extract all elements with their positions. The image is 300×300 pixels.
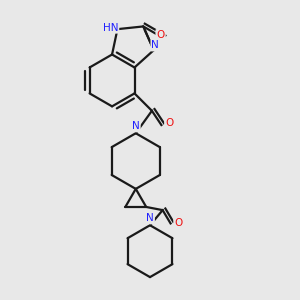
Text: N: N xyxy=(152,40,159,50)
Text: HN: HN xyxy=(103,22,118,33)
Text: N: N xyxy=(132,121,140,131)
Text: O: O xyxy=(174,218,183,228)
Text: O: O xyxy=(165,118,173,128)
Text: O: O xyxy=(157,30,165,40)
Text: O: O xyxy=(165,118,173,128)
Text: N: N xyxy=(132,121,140,131)
Text: O: O xyxy=(157,30,165,40)
Text: O: O xyxy=(165,118,173,128)
Text: O: O xyxy=(174,218,183,228)
Text: N: N xyxy=(146,213,154,223)
Text: O: O xyxy=(157,30,165,40)
Text: HN: HN xyxy=(103,22,118,33)
Text: N: N xyxy=(152,40,159,50)
Text: N: N xyxy=(152,40,159,50)
Text: N: N xyxy=(146,213,154,223)
Text: O: O xyxy=(174,218,183,228)
Text: HN: HN xyxy=(103,22,118,33)
Text: N: N xyxy=(146,213,154,223)
Text: N: N xyxy=(132,121,140,131)
